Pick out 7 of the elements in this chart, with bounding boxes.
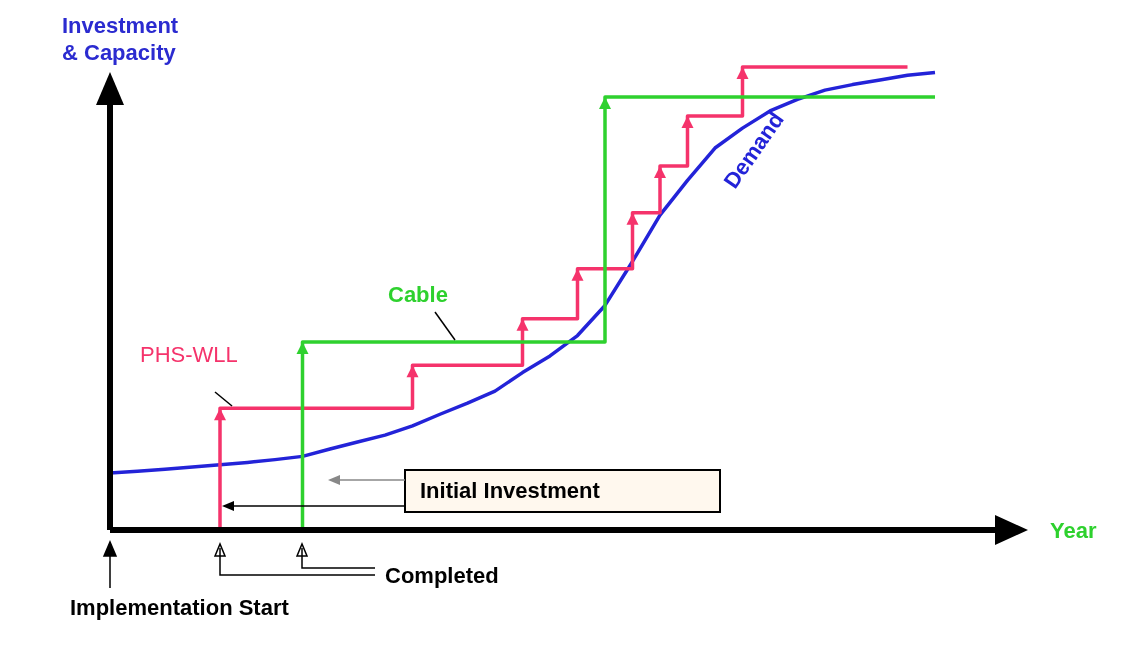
series-label: PHS-WLL xyxy=(140,342,238,367)
annotation: Initial Investment xyxy=(420,478,601,503)
series-label: Cable xyxy=(388,282,448,307)
text: Completed xyxy=(385,563,499,588)
x-axis-title: Year xyxy=(1050,518,1097,543)
y-axis-title: Investment & Capacity xyxy=(62,13,179,65)
text: Implementation Start xyxy=(70,595,290,620)
